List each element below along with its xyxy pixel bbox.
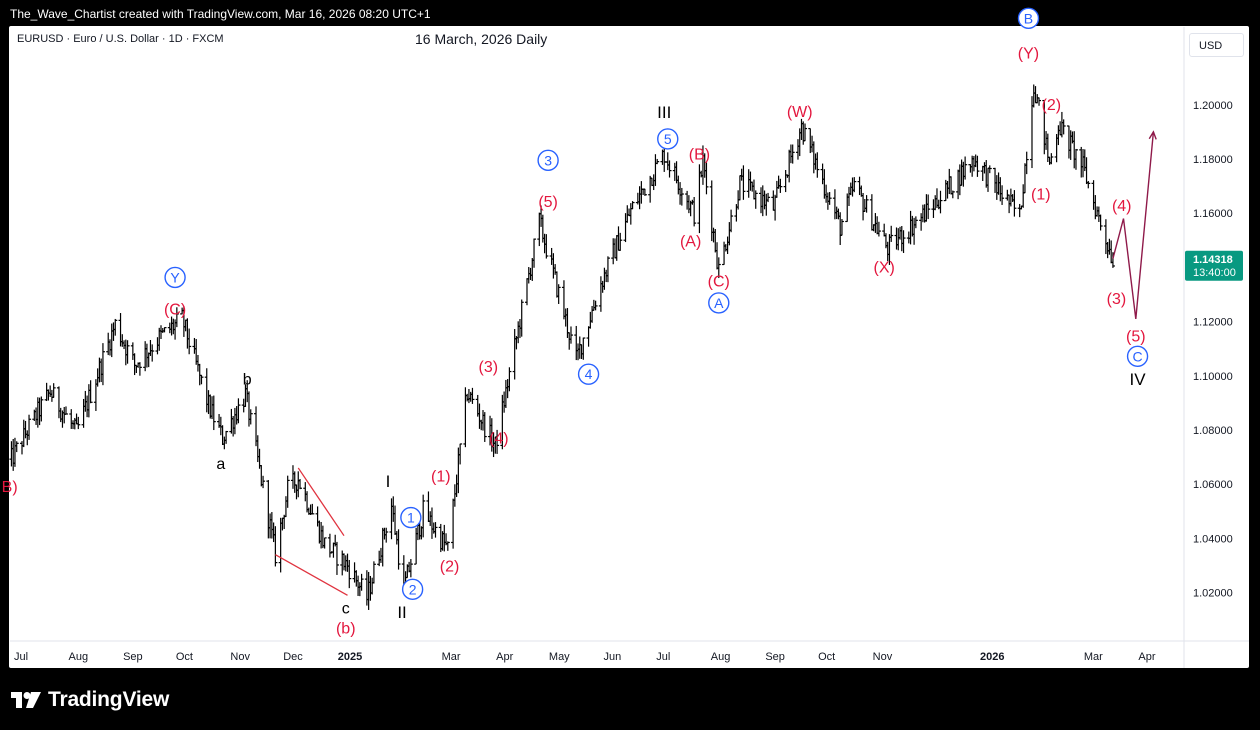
x-tick-label: Sep: [765, 651, 785, 663]
x-tick-label: 2026: [980, 651, 1004, 663]
wave-label-red: B): [2, 479, 18, 496]
wave-label-blue: 4: [585, 366, 593, 382]
y-tick-label: 1.04000: [1193, 533, 1233, 545]
wave-label-red: (1): [1031, 187, 1051, 204]
wave-label-blue: A: [714, 295, 724, 311]
y-tick-label: 1.06000: [1193, 479, 1233, 491]
x-tick-label: Apr: [496, 651, 513, 663]
wave-label-blue: B: [1024, 10, 1033, 26]
wave-label-blue: 1: [407, 510, 415, 526]
tradingview-logo[interactable]: TradingView: [11, 688, 169, 712]
x-tick-label: Jul: [656, 651, 670, 663]
wave-label-red: (2): [1042, 97, 1062, 114]
x-tick-label: Nov: [873, 651, 893, 663]
wave-label-red: (Y): [1018, 45, 1039, 62]
y-tick-label: 1.10000: [1193, 371, 1233, 383]
wave-circle-marker: [401, 578, 424, 601]
projection-path: [1112, 131, 1155, 319]
wave-label-blue: 3: [544, 152, 552, 168]
wave-label-red: (2): [440, 558, 460, 575]
wave-label-blue: C: [1133, 348, 1143, 364]
wave-label-red: (5): [538, 194, 558, 211]
brand-name: TradingView: [48, 688, 170, 711]
x-tick-label: Jul: [14, 651, 28, 663]
last-price-badge: [1185, 250, 1243, 281]
wave-label-blue: 2: [409, 581, 417, 597]
wave-label-red: (b): [336, 621, 356, 638]
x-tick-label: Mar: [442, 651, 461, 663]
last-price-label: 1.14318: [1193, 254, 1233, 266]
wave-label-black: I: [386, 472, 391, 491]
wave-label-red: (3): [479, 359, 499, 376]
wave-label-red: (B): [689, 146, 710, 163]
wave-label-red: (A): [680, 234, 701, 251]
wave-circle-marker: [708, 292, 730, 314]
bar-countdown-label: 13:40:00: [1193, 267, 1236, 279]
wave-label-red: (4): [1112, 198, 1132, 215]
wave-label-black: II: [397, 603, 406, 622]
wedge-trendline: [297, 467, 345, 537]
symbol-description[interactable]: EURUSD · Euro / U.S. Dollar · 1D · FXCM: [17, 33, 224, 45]
chart-title: 16 March, 2026 Daily: [415, 31, 548, 47]
wave-label-red: (C): [164, 301, 186, 318]
x-tick-label: Mar: [1084, 651, 1103, 663]
x-tick-label: May: [549, 651, 570, 663]
y-tick-label: 1.20000: [1193, 100, 1233, 112]
x-tick-label: Jun: [603, 651, 621, 663]
chart-attribution: The_Wave_Chartist created with TradingVi…: [10, 7, 431, 21]
x-tick-label: Aug: [711, 651, 731, 663]
wave-label-red: (5): [1126, 329, 1146, 346]
tradingview-logo-icon: [11, 692, 41, 708]
projection-arrowhead: [1148, 130, 1157, 140]
wave-circle-marker: [1017, 7, 1040, 30]
wave-label-red: (W): [787, 104, 813, 121]
y-tick-label: 1.18000: [1193, 154, 1233, 166]
wave-label-red: (X): [874, 259, 895, 276]
x-tick-label: Oct: [176, 651, 193, 663]
ohlc-bars: [9, 84, 1115, 610]
x-tick-label: Apr: [1138, 651, 1155, 663]
x-tick-label: Sep: [123, 651, 143, 663]
wave-label-red: (C): [708, 273, 730, 290]
wave-label-black: b: [243, 372, 252, 389]
wave-label-blue: Y: [170, 269, 180, 285]
y-tick-label: 1.12000: [1193, 317, 1233, 329]
y-tick-label: 1.02000: [1193, 588, 1233, 600]
wave-label-black: c: [342, 600, 350, 617]
wave-label-red: (4): [489, 431, 509, 448]
wave-circle-marker: [657, 128, 679, 150]
x-tick-label: Dec: [283, 651, 303, 663]
x-tick-label: Aug: [69, 651, 89, 663]
wave-label-red: (3): [1107, 291, 1127, 308]
wave-circle-marker: [1126, 345, 1149, 367]
wave-circle-marker: [164, 266, 186, 289]
wave-label-blue: 5: [664, 131, 672, 147]
wave-circle-marker: [400, 506, 422, 529]
wave-label-black: III: [657, 103, 671, 122]
wave-label-black: a: [216, 456, 225, 473]
y-tick-label: 1.16000: [1193, 208, 1233, 220]
x-tick-label: 2025: [338, 651, 362, 663]
y-tick-label: 1.08000: [1193, 425, 1233, 437]
currency-button[interactable]: USD: [1189, 33, 1244, 57]
wave-circle-marker: [577, 363, 600, 385]
x-tick-label: Oct: [818, 651, 835, 663]
wave-label-red: (1): [431, 468, 451, 485]
wave-circle-marker: [537, 149, 559, 172]
chart-panel[interactable]: [9, 26, 1249, 668]
wave-label-black: IV: [1130, 370, 1147, 389]
x-tick-label: Nov: [230, 651, 250, 663]
wedge-trendline: [275, 554, 348, 596]
